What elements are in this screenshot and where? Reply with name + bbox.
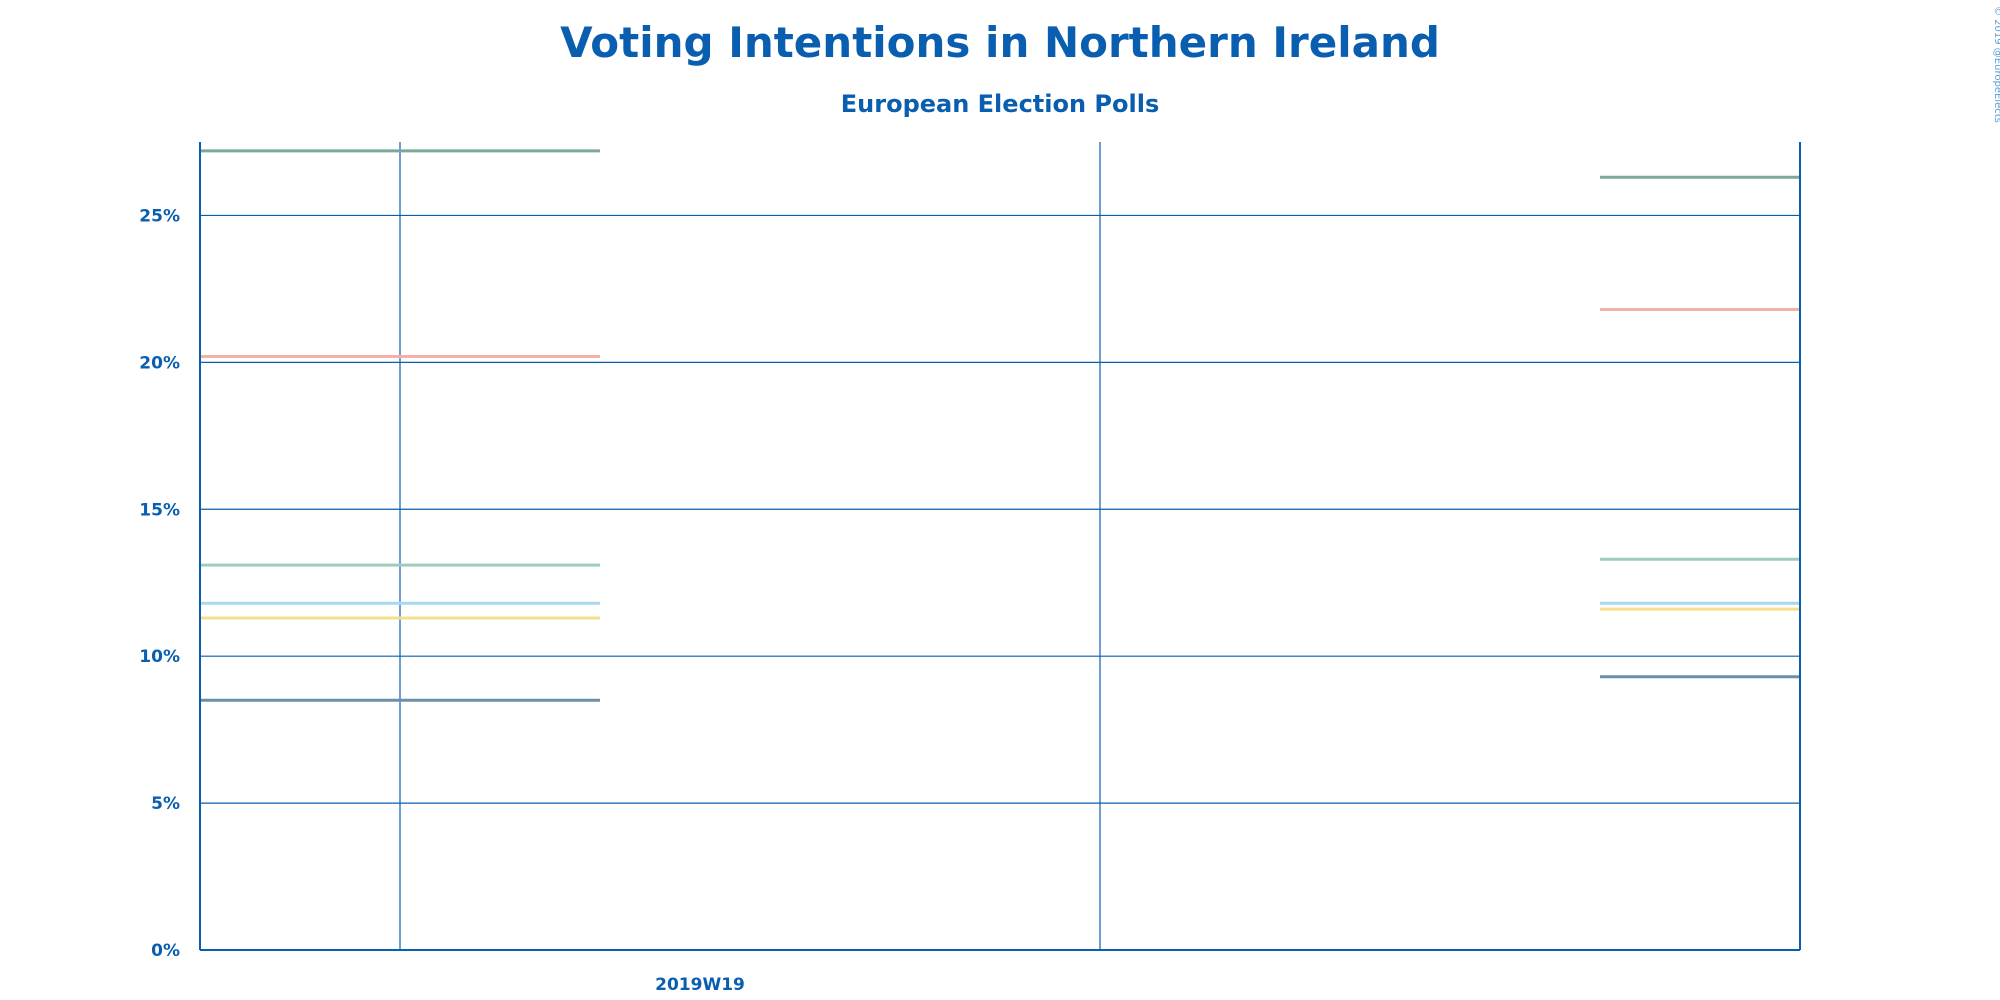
y-tick-label: 0% <box>151 941 180 961</box>
grid-lines <box>200 142 1800 950</box>
y-tick-label: 15% <box>139 500 180 520</box>
chart-subtitle: European Election Polls <box>840 90 1160 118</box>
y-tick-label: 25% <box>139 206 180 226</box>
axes <box>199 142 1801 951</box>
x-tick-label: 2019W19 <box>655 975 745 995</box>
tick-labels: 0% 5% 10% 15% 20% 25% 2019W19 <box>139 206 745 995</box>
y-tick-label: 10% <box>139 647 180 667</box>
y-tick-label: 20% <box>139 353 180 373</box>
chart-title: Voting Intentions in Northern Ireland <box>560 18 1440 67</box>
y-tick-label: 5% <box>151 794 180 814</box>
series-group <box>200 149 1800 702</box>
